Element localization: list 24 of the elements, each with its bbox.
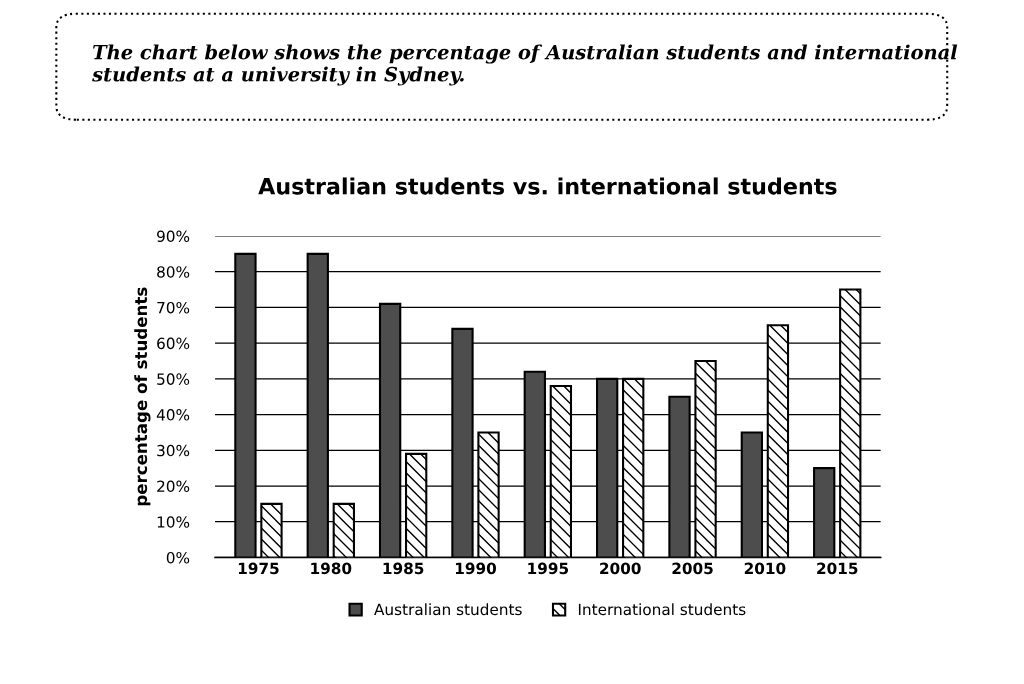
chart-title: Australian students vs. international students [258,177,837,195]
y-tick-label: 50% [157,373,190,385]
x-tick-label: 2010 [744,562,786,575]
legend-label: Australian students [374,603,522,616]
y-tick-label: 30% [157,444,190,457]
y-tick-label: 80% [157,266,190,278]
y-tick-label: 70% [157,301,190,314]
legend-label: International students [578,603,746,616]
x-tick-label: 1975 [238,562,279,575]
y-tick-label: 40% [156,409,190,421]
y-tick-label: 60% [157,337,190,350]
y-axis-title: percentage of students [134,287,151,506]
y-tick-label: 0% [166,551,190,564]
x-tick-label: 1995 [528,562,569,575]
text: The chart below shows the percentage of Australian students and international students at a university in Sydney. [92,44,958,86]
x-tick-label: 1980 [311,562,352,575]
x-tick-label: 2015 [817,562,858,575]
x-tick-label: 2005 [672,562,713,575]
y-tick-label: 20% [157,480,190,493]
y-tick-label: 90% [157,230,190,242]
x-tick-label: 2000 [600,562,641,575]
x-tick-label: 1990 [455,562,497,575]
y-tick-label: 10% [157,516,190,528]
x-tick-label: 1985 [383,562,424,575]
